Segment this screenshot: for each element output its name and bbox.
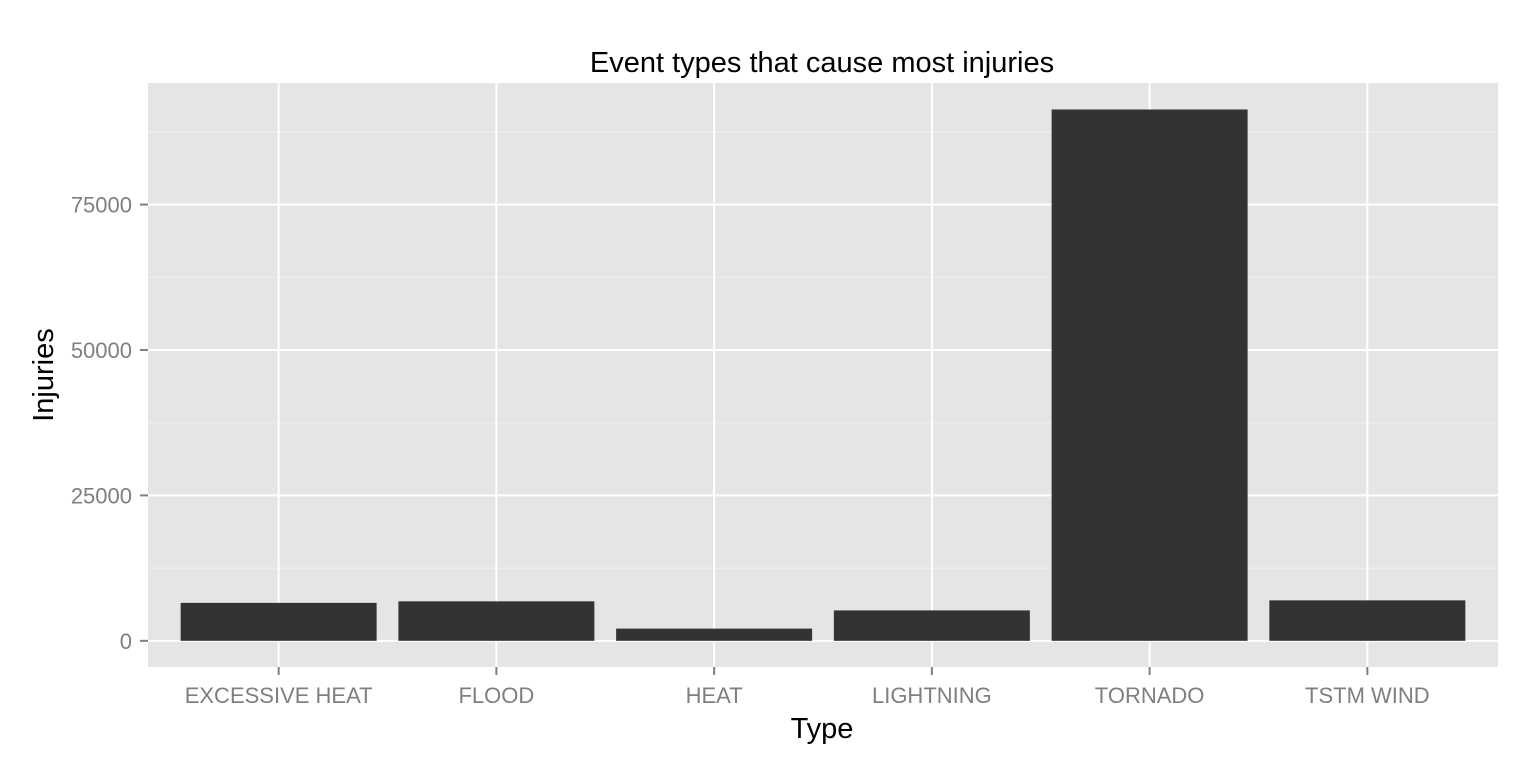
y-axis-title: Injuries xyxy=(28,328,60,422)
bars xyxy=(180,109,1466,641)
y-tick-label: 75000 xyxy=(71,193,132,218)
x-axis: EXCESSIVE HEAT FLOOD HEAT LIGHTNING TORNADO T… xyxy=(185,667,1430,708)
y-tick-label: 50000 xyxy=(71,338,132,363)
y-tick-label: 0 xyxy=(120,629,132,654)
x-tick-label: LIGHTNING xyxy=(872,683,992,708)
bar xyxy=(1051,109,1248,641)
x-tick-label: EXCESSIVE HEAT xyxy=(185,683,373,708)
bar xyxy=(1269,600,1466,641)
x-tick-label: TORNADO xyxy=(1095,683,1205,708)
bar xyxy=(616,628,813,641)
major-gridlines xyxy=(148,83,1498,667)
minor-gridlines xyxy=(148,131,1498,569)
bar xyxy=(398,601,595,641)
chart-title: Event types that cause most injuries xyxy=(590,47,1054,79)
x-tick-label: TSTM WIND xyxy=(1305,683,1430,708)
x-tick-label: FLOOD xyxy=(458,683,534,708)
bar xyxy=(833,610,1030,641)
x-axis-title: Type xyxy=(791,713,854,745)
y-tick-label: 25000 xyxy=(71,483,132,508)
x-tick-label: HEAT xyxy=(686,683,743,708)
bar xyxy=(180,602,377,641)
plot-panel xyxy=(148,83,1498,667)
y-axis: 0 25000 50000 75000 xyxy=(71,193,148,654)
